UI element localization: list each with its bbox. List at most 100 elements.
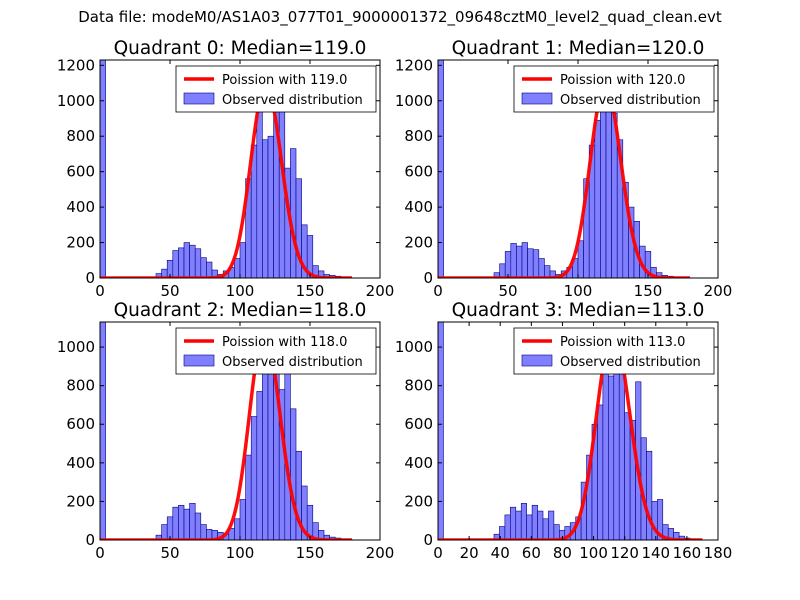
legend-bar-label: Observed distribution <box>560 93 701 108</box>
histogram-bar <box>189 503 196 540</box>
legend-fit-label: Poission with 120.0 <box>560 73 685 88</box>
chart-title: Quadrant 3: Median=113.0 <box>452 300 705 321</box>
x-tick-label: 100 <box>564 282 593 300</box>
histogram-bar <box>290 408 297 540</box>
legend-fit-label: Poission with 113.0 <box>560 335 685 350</box>
y-tick-label: 600 <box>404 415 433 433</box>
x-tick-label: 200 <box>366 544 395 562</box>
chart-title: Quadrant 1: Median=120.0 <box>452 38 705 59</box>
x-tick-label: 150 <box>296 544 325 562</box>
y-tick-label: 200 <box>404 234 433 252</box>
histogram-bar <box>438 322 444 540</box>
histogram-bars <box>100 322 353 540</box>
histogram-bar <box>267 135 274 278</box>
histogram-bar <box>206 261 213 278</box>
histogram-bar <box>527 248 534 278</box>
histogram-bar <box>597 404 604 540</box>
y-tick-label: 600 <box>66 415 95 433</box>
x-tick-label: 100 <box>226 544 255 562</box>
y-tick-label: 1000 <box>57 338 95 356</box>
x-tick-label: 100 <box>226 282 255 300</box>
x-tick-label: 0 <box>95 282 105 300</box>
y-tick-label: 1000 <box>57 92 95 110</box>
histogram-bar <box>548 510 555 540</box>
histogram-bar <box>520 503 527 540</box>
x-tick-label: 0 <box>433 282 443 300</box>
histogram-bar <box>194 248 202 278</box>
y-tick-label: 400 <box>404 454 433 472</box>
y-tick-label: 0 <box>85 269 95 287</box>
histogram-bar <box>613 348 620 540</box>
legend-fit-label: Poission with 118.0 <box>222 335 347 350</box>
histogram-bar <box>521 242 528 278</box>
histogram-bar <box>510 506 517 540</box>
x-tick-label: 180 <box>704 544 733 562</box>
histogram-bar <box>200 524 207 540</box>
y-tick-label: 200 <box>404 492 433 510</box>
histogram-bar <box>600 102 607 278</box>
legend-box <box>175 327 377 375</box>
legend-bar-label: Observed distribution <box>222 93 363 108</box>
legend-bar-label: Observed distribution <box>222 355 363 370</box>
histogram-bar <box>200 257 207 278</box>
poisson-fit-line <box>438 329 703 540</box>
x-tick-label: 150 <box>296 282 325 300</box>
histogram-bar <box>100 322 106 540</box>
y-tick-label: 0 <box>85 531 95 549</box>
histogram-bar <box>100 60 106 278</box>
histogram-bar <box>532 249 540 278</box>
histogram-bar <box>537 510 544 540</box>
y-tick-label: 400 <box>66 454 95 472</box>
axes-frame <box>437 321 719 541</box>
histogram-bar <box>516 245 523 278</box>
poisson-fit-line <box>438 83 691 278</box>
x-tick-label: 200 <box>704 282 733 300</box>
chart-panel-0: 0 50 100 150 200 0 200 400 600 800 1000 1200 Quadran… <box>57 38 395 300</box>
y-tick-label: 400 <box>404 198 433 216</box>
y-tick-label: 800 <box>66 377 95 395</box>
histogram-bars <box>100 60 353 278</box>
x-tick-label: 60 <box>522 544 541 562</box>
y-tick-label: 400 <box>66 198 95 216</box>
legend: Poission with 118.0 Observed distribution <box>175 327 377 375</box>
y-tick-label: 200 <box>66 234 95 252</box>
y-tick-label: 800 <box>66 127 95 145</box>
histogram-bar <box>290 148 297 278</box>
histogram-bar <box>577 240 584 278</box>
legend: Poission with 119.0 Observed distribution <box>175 65 377 113</box>
histogram-bar <box>194 512 202 540</box>
histogram-bar <box>267 346 274 540</box>
histogram-bar <box>256 109 263 278</box>
histogram-bar <box>438 60 444 278</box>
histogram-bar <box>553 524 560 540</box>
poisson-fit-line <box>100 83 353 278</box>
chart-panel-2: 0 50 100 150 200 0 200 400 600 800 1000 Quadrant 2:… <box>57 300 395 562</box>
x-tick-label: 0 <box>433 544 443 562</box>
histogram-bar <box>608 375 615 540</box>
legend-fit-label: Poission with 119.0 <box>222 73 347 88</box>
figure-title: Data file: modeM0/AS1A03_077T01_90000013… <box>78 8 722 26</box>
x-tick-label: 50 <box>498 282 517 300</box>
histogram-bar <box>646 450 653 540</box>
histogram-bar <box>178 247 185 278</box>
legend-bar-swatch <box>521 92 553 105</box>
y-tick-label: 1200 <box>395 56 433 74</box>
chart-panel-1: 0 50 100 150 200 0 200 400 600 800 1000 1200 Quadran… <box>395 38 733 300</box>
legend-bar-swatch <box>183 354 215 367</box>
y-tick-label: 1000 <box>395 92 433 110</box>
legend: Poission with 120.0 Observed distribution <box>513 65 715 113</box>
y-tick-label: 800 <box>404 377 433 395</box>
legend-box <box>175 65 377 113</box>
histogram-bar <box>542 518 549 540</box>
x-tick-label: 20 <box>460 544 479 562</box>
y-tick-label: 0 <box>423 531 433 549</box>
histogram-bar <box>510 243 517 278</box>
x-tick-label: 150 <box>634 282 663 300</box>
x-tick-label: 0 <box>95 544 105 562</box>
y-tick-label: 0 <box>423 269 433 287</box>
histogram-bar <box>256 391 263 540</box>
histogram-bar <box>234 258 241 278</box>
y-tick-label: 600 <box>404 163 433 181</box>
histogram-bar <box>239 499 246 540</box>
